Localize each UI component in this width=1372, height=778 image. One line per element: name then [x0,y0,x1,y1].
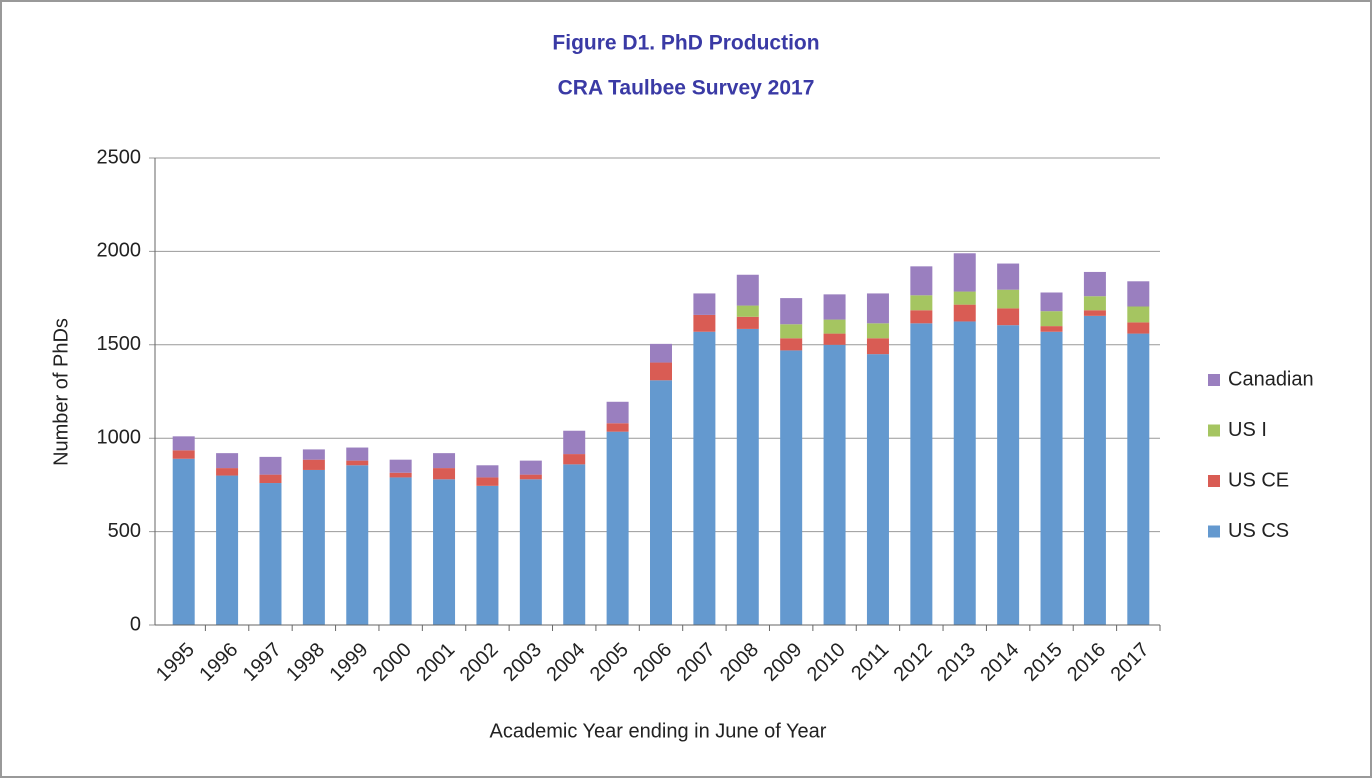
bar-segment [1040,331,1063,625]
bar-segment [780,324,803,339]
bar-segment [780,298,803,325]
bar-segment [650,343,672,363]
bar-segment [1083,271,1106,297]
bar-segment [1083,315,1106,625]
bar-segment [519,474,542,480]
y-tick-label: 1500 [97,333,142,355]
legend-swatch [1208,525,1220,538]
bar-segment [693,331,716,625]
bar-segment [302,459,325,470]
bar-segment [476,485,499,625]
bar-segment [823,344,846,625]
bar-segment [780,338,803,351]
bar-segment [302,469,325,625]
bar-segment [1040,326,1063,332]
bar-segment [780,350,803,625]
bar-segment [433,468,456,480]
bar-segment [563,454,586,465]
bar-segment [866,323,889,339]
bar-segment [953,321,976,625]
bar-segment [910,310,933,324]
bar-segment [1083,310,1106,316]
bar-segment [997,308,1020,326]
bar-segment [736,328,759,625]
legend-label: Canadian [1228,368,1314,390]
bar-segment [302,449,325,460]
y-tick-label: 500 [108,520,141,542]
bar-segment [1040,292,1063,312]
bar-segment [693,293,716,315]
bar-segment [259,474,282,484]
bar-segment [693,314,716,332]
bar-segment [606,401,629,424]
bar-segment [1083,296,1106,311]
bar-segment [346,447,369,461]
chart-title: Figure D1. PhD Production [552,32,819,55]
legend-swatch [1208,475,1220,487]
bar-segment [823,333,846,345]
bar-segment [1127,333,1150,625]
x-axis-label: Academic Year ending in June of Year [490,720,827,742]
bar-segment [519,460,542,475]
bar-segment [736,274,759,306]
bar-segment [1040,311,1063,327]
bar-segment [389,472,412,478]
legend-swatch [1208,424,1220,437]
bar-segment [997,289,1020,309]
bar-segment [172,458,195,625]
bar-segment [1127,322,1150,334]
bar-segment [389,477,412,625]
bar-segment [650,362,672,381]
bar-segment [736,305,759,317]
y-axis-label: Number of PhDs [50,318,72,466]
bar-segment [563,430,586,455]
bar-segment [866,293,889,324]
legend-swatch [1208,374,1220,386]
y-tick-label: 2500 [97,146,142,168]
bar-segment [866,338,889,355]
bar-segment [736,316,759,329]
bar-segment [346,460,369,466]
bar-segment [389,459,412,473]
bar-segment [866,354,889,625]
bar-segment [172,450,195,459]
bar-segment [519,479,542,625]
bar-segment [650,380,672,625]
legend-label: US I [1228,419,1267,441]
bar-segment [172,436,195,451]
bar-segment [346,465,369,625]
bar-segment [997,325,1020,625]
bar-segment [216,475,239,625]
bar-segment [910,323,933,625]
bar-segment [823,319,846,334]
y-tick-label: 0 [130,613,141,635]
bar-segment [563,464,586,625]
bar-segment [476,465,499,478]
bar-segment [606,431,629,625]
chart-subtitle: CRA Taulbee Survey 2017 [558,77,815,100]
bar-segment [259,483,282,625]
y-tick-label: 1000 [97,426,142,448]
bar-segment [433,479,456,625]
y-tick-label: 2000 [97,240,142,262]
bar-segment [823,294,846,320]
bar-segment [606,423,629,432]
bar-segment [997,263,1020,290]
bar-segment [953,291,976,305]
bar-segment [216,468,239,476]
bar-segment [216,453,239,469]
bar-segment [476,477,499,486]
bar-segment [259,456,282,475]
bar-segment [1127,281,1150,307]
bar-segment [953,304,976,322]
legend-label: US CE [1228,469,1289,491]
bar-segment [910,266,933,296]
legend-label: US CS [1228,520,1289,542]
bar-segment [910,295,933,311]
bar-segment [953,253,976,292]
bar-segment [433,453,456,469]
bar-segment [1127,306,1150,323]
